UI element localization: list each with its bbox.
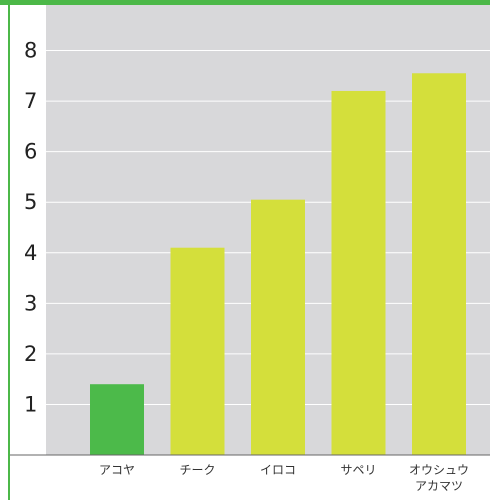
bar (251, 199, 305, 455)
x-tick-label: チーク (179, 463, 215, 477)
top-accent-bar (0, 0, 490, 5)
bar (90, 384, 144, 455)
y-tick-label: 8 (24, 39, 37, 63)
y-tick-label: 3 (24, 291, 37, 315)
bar (170, 247, 225, 455)
y-tick-label: 6 (24, 140, 37, 164)
x-tick-label: イロコ (260, 463, 296, 477)
y-axis-ticks: 1 2 3 4 5 6 7 8 (24, 39, 37, 417)
y-tick-label: 4 (24, 241, 37, 265)
y-tick-label: 7 (24, 89, 37, 113)
y-tick-label: 2 (24, 342, 37, 366)
bar (331, 90, 386, 456)
y-tick-label: 5 (24, 190, 37, 214)
x-tick-label: オウシュウ (409, 463, 469, 477)
x-tick-label: アカマツ (415, 479, 463, 493)
y-tick-label: 1 (24, 392, 37, 416)
x-tick-label: サペリ (340, 463, 376, 477)
bars (90, 73, 466, 456)
left-accent-rule (8, 0, 10, 500)
bar (412, 73, 466, 456)
x-tick-label: アコヤ (99, 463, 135, 477)
